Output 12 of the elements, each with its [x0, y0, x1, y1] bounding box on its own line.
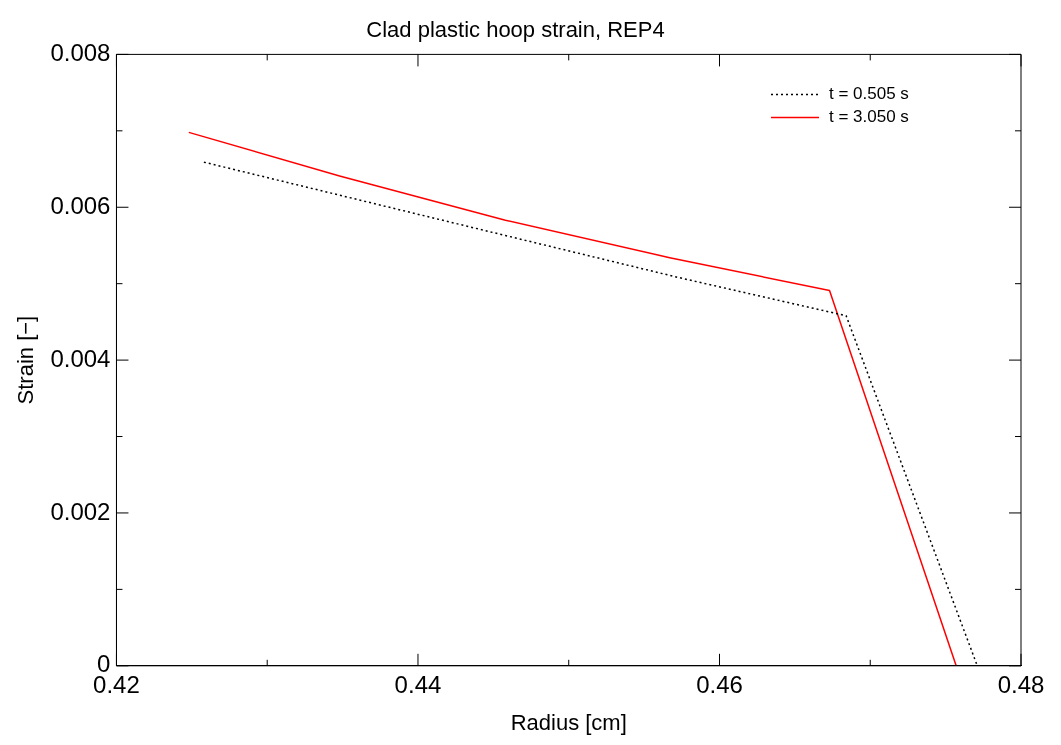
- x-tick-label: 0.48: [997, 670, 1045, 698]
- y-tick-label: 0.006: [50, 191, 111, 219]
- x-tick-label: 0.44: [394, 670, 442, 698]
- legend-label: t = 0.505 s: [829, 84, 909, 104]
- x-tick-label: 0.46: [696, 670, 743, 698]
- y-axis-title: Strain [−]: [13, 315, 39, 405]
- y-tick-label: 0.008: [50, 39, 111, 67]
- chart-title: Clad plastic hoop strain, REP4: [366, 17, 665, 43]
- y-tick-label: 0.004: [50, 344, 111, 372]
- x-axis-title: Radius [cm]: [510, 709, 627, 735]
- y-tick-label: 0.002: [50, 497, 111, 525]
- legend-label: t = 3.050 s: [829, 107, 909, 127]
